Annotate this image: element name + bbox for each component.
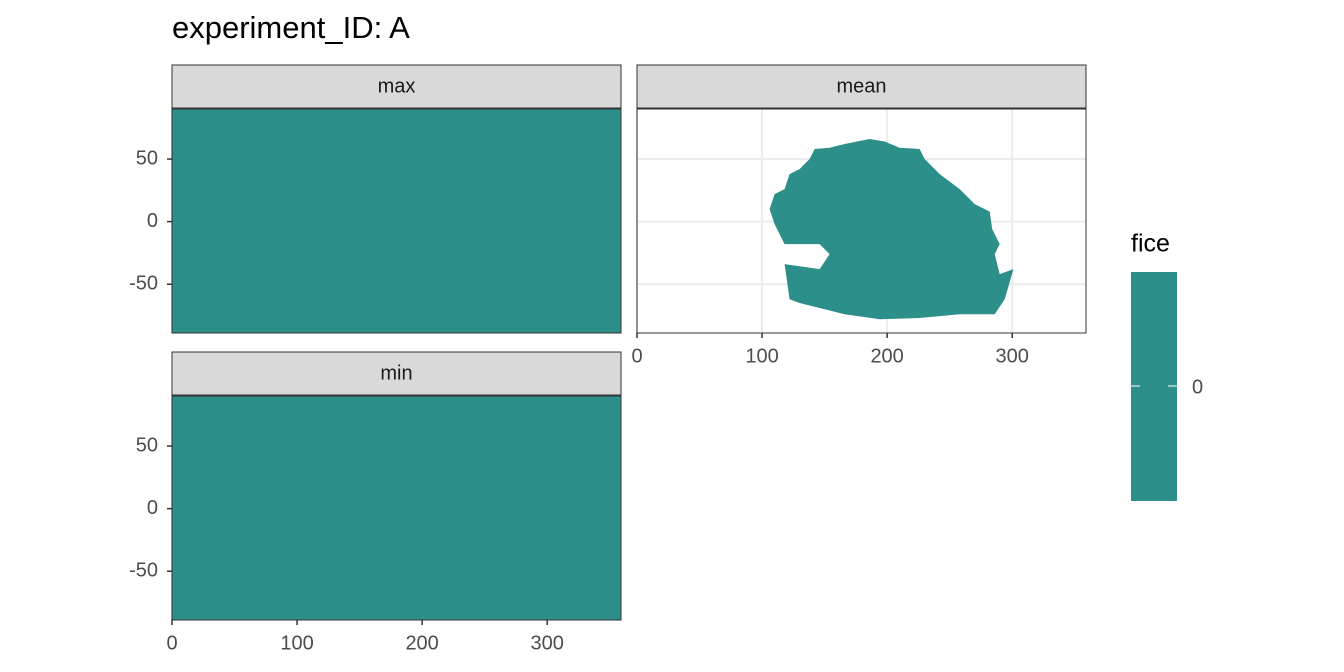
raster-region [172,109,621,333]
x-tick-label: 200 [870,345,903,367]
x-tick-label: 0 [631,345,642,367]
strip-label: min [380,362,412,384]
y-tick-label: 0 [147,497,158,519]
y-tick-label: 50 [136,434,158,456]
strip-label: max [378,75,416,97]
legend-title: fice [1131,230,1170,258]
panel-border [636,108,1087,334]
raster-region [172,396,621,620]
strip [171,351,622,396]
legend-tick-label: 0 [1192,376,1203,398]
x-tick-label: 0 [166,632,177,654]
y-tick-label: 0 [147,210,158,232]
chart-title: experiment_ID: A [172,10,410,45]
y-tick-label: -50 [129,559,158,581]
strip [171,64,622,109]
y-tick-label: -50 [129,272,158,294]
y-tick-label: 50 [136,147,158,169]
strip [636,64,1087,109]
x-tick-label: 300 [531,632,564,654]
x-tick-label: 100 [745,345,778,367]
raster-region [769,139,1014,320]
strip-label: mean [836,75,886,97]
x-tick-label: 300 [996,345,1029,367]
x-tick-label: 200 [405,632,438,654]
x-tick-label: 100 [280,632,313,654]
